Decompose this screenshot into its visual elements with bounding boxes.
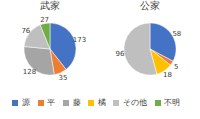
svg-text:58: 58 [172, 30, 181, 38]
html-text:武家: 武家 [40, 0, 60, 11]
html-text:源: 源 [22, 97, 30, 107]
svg-text:128: 128 [23, 68, 36, 76]
html-text:不明: 不明 [164, 97, 181, 107]
svg-text:35: 35 [58, 74, 67, 82]
svg-text:18: 18 [163, 71, 172, 79]
html-text:公家: 公家 [140, 0, 160, 11]
svg-text:5: 5 [174, 63, 178, 71]
html-text:平: 平 [47, 97, 56, 107]
html-text:その他: その他 [123, 97, 147, 107]
html-text:藤: 藤 [72, 97, 81, 107]
svg-text:173: 173 [73, 36, 86, 44]
html-text:橘: 橘 [97, 97, 106, 107]
svg-text:96: 96 [116, 50, 125, 58]
svg-text:76: 76 [21, 27, 30, 35]
svg-text:27: 27 [40, 16, 49, 24]
